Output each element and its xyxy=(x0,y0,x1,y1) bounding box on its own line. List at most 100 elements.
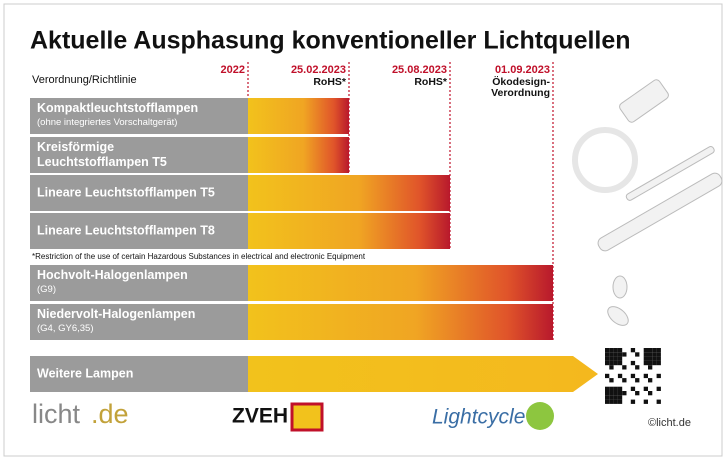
qr-cell xyxy=(622,352,627,357)
milestone-label: Verordnung xyxy=(491,87,550,99)
qr-cell xyxy=(652,360,657,366)
qr-cell xyxy=(652,348,657,353)
qr-cell xyxy=(605,356,610,361)
qr-cell xyxy=(630,399,636,404)
milestone-date: 2022 xyxy=(221,64,245,76)
row-note: (ohne integriertes Vorschaltgerät) xyxy=(37,117,177,128)
phase-bar xyxy=(248,304,553,340)
qr-cell xyxy=(656,360,661,366)
header-label: Verordnung/Richtlinie xyxy=(32,74,137,86)
row-label-box xyxy=(30,175,248,211)
qr-cell xyxy=(635,352,640,357)
row-note: (G4, GY6,35) xyxy=(37,323,94,334)
row-label-box xyxy=(30,304,248,340)
qr-cell xyxy=(630,386,636,391)
qr-cell xyxy=(643,348,648,353)
qr-cell xyxy=(648,360,653,366)
qr-cell xyxy=(605,391,610,396)
qr-cell xyxy=(609,365,614,370)
row-name: Kompaktleuchtstofflampen xyxy=(37,101,198,115)
qr-cell xyxy=(656,352,661,357)
qr-cell xyxy=(613,356,618,361)
row-label-box xyxy=(30,356,248,392)
qr-cell xyxy=(613,391,618,396)
qr-cell xyxy=(609,391,614,396)
qr-cell xyxy=(630,373,636,379)
phase-bar xyxy=(248,137,349,173)
phase-bar xyxy=(248,98,349,134)
qr-cell xyxy=(609,360,614,366)
qr-cell xyxy=(648,348,653,353)
qr-cell xyxy=(617,356,623,361)
qr-cell xyxy=(613,386,618,391)
qr-cell xyxy=(643,360,648,366)
qr-cell xyxy=(609,356,614,361)
qr-cell xyxy=(630,360,636,366)
milestone-label: Ökodesign- xyxy=(492,75,550,88)
qr-cell xyxy=(656,373,661,379)
logo-zveh-mark xyxy=(290,402,324,432)
row-label-box xyxy=(30,98,248,134)
phase-bar xyxy=(248,265,553,301)
milestone-date: 01.09.2023 xyxy=(495,64,550,76)
qr-cell xyxy=(613,360,618,366)
qr-cell xyxy=(648,356,653,361)
title: Aktuelle Ausphasung konventioneller Lich… xyxy=(30,27,631,55)
row-label-box xyxy=(30,213,248,249)
row-name: Lineare Leuchtstofflampen T5 xyxy=(37,185,215,199)
qr-cell xyxy=(643,399,648,404)
copyright: ©licht.de xyxy=(648,417,691,429)
qr-cell xyxy=(622,391,627,396)
row-name: Hochvolt-Halogenlampen xyxy=(37,268,188,282)
qr-cell xyxy=(605,395,610,400)
qr-cell xyxy=(648,365,653,370)
qr-cell xyxy=(613,352,618,357)
qr-cell xyxy=(656,356,661,361)
qr-cell xyxy=(605,399,610,404)
qr-cell xyxy=(613,399,618,404)
logo-zveh: ZVEH xyxy=(232,405,288,428)
qr-cell xyxy=(617,391,623,396)
qr-cell xyxy=(617,373,623,379)
row-name: Niedervolt-Halogenlampen xyxy=(37,307,195,321)
qr-cell xyxy=(609,348,614,353)
row-label-box xyxy=(30,137,248,173)
row-note: (G9) xyxy=(37,284,56,295)
row-name: Weitere Lampen xyxy=(37,366,133,380)
footnote: *Restriction of the use of certain Hazar… xyxy=(32,252,366,261)
milestone-label: RoHS* xyxy=(313,76,347,88)
qr-cell xyxy=(613,348,618,353)
logo-licht: licht xyxy=(32,399,81,429)
qr-cell xyxy=(643,356,648,361)
qr-code xyxy=(605,348,661,404)
milestone-date: 25.02.2023 xyxy=(291,64,346,76)
phase-bar xyxy=(248,175,450,211)
milestone-label: RoHS* xyxy=(414,76,448,88)
qr-cell xyxy=(605,360,610,366)
qr-cell xyxy=(652,352,657,357)
qr-cell xyxy=(617,352,623,357)
qr-cell xyxy=(635,378,640,383)
qr-cell xyxy=(648,378,653,383)
qr-cell xyxy=(605,348,610,353)
qr-cell xyxy=(617,348,623,353)
qr-cell xyxy=(609,399,614,404)
qr-cell xyxy=(613,395,618,400)
qr-cell xyxy=(656,386,661,391)
qr-cell xyxy=(656,348,661,353)
qr-cell xyxy=(635,391,640,396)
qr-cell xyxy=(609,386,614,391)
logo-lightcycle-mark xyxy=(526,402,554,430)
phase-bar xyxy=(248,213,450,249)
qr-cell xyxy=(609,378,614,383)
qr-cell xyxy=(648,352,653,357)
qr-cell xyxy=(617,386,623,391)
qr-cell xyxy=(622,365,627,370)
qr-cell xyxy=(656,399,661,404)
qr-cell xyxy=(643,386,648,391)
row-name: Lineare Leuchtstofflampen T8 xyxy=(37,223,215,237)
qr-cell xyxy=(648,391,653,396)
row-name: Kreisförmige xyxy=(37,140,114,154)
